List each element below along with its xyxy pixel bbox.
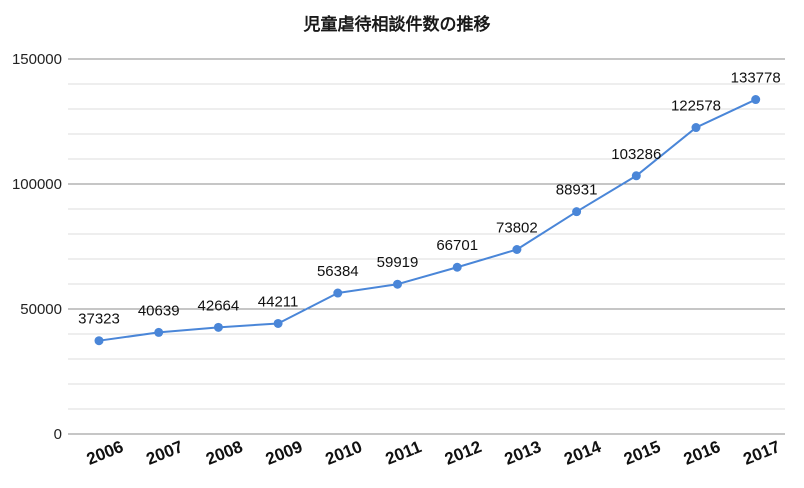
y-tick-label: 50000 <box>20 301 62 318</box>
grid-lines <box>68 58 785 435</box>
data-point <box>572 207 582 217</box>
data-point <box>273 318 283 328</box>
x-tick-label: 2008 <box>203 437 245 469</box>
data-label: 37323 <box>78 311 120 328</box>
x-tick-label: 2010 <box>323 437 365 469</box>
data-point <box>94 336 104 346</box>
x-tick-label: 2013 <box>502 437 544 469</box>
data-point <box>452 262 462 272</box>
data-label: 44211 <box>258 293 299 310</box>
data-point <box>393 279 402 289</box>
x-tick-label: 2015 <box>621 437 663 469</box>
x-tick-label: 2017 <box>741 437 783 469</box>
data-point <box>154 327 164 337</box>
x-tick-label: 2011 <box>383 437 424 468</box>
data-point <box>691 123 701 133</box>
data-label: 42664 <box>198 297 240 314</box>
data-label: 133778 <box>731 70 781 87</box>
series-line <box>98 98 757 342</box>
data-label: 40639 <box>138 302 180 319</box>
data-label: 73802 <box>496 219 538 236</box>
data-label: 66701 <box>436 237 478 254</box>
y-tick-label: 100000 <box>12 176 62 193</box>
y-tick-label: 0 <box>54 426 62 443</box>
x-tick-label: 2012 <box>442 437 484 469</box>
x-tick-label: 2014 <box>561 437 604 469</box>
data-label: 59919 <box>377 254 419 271</box>
x-tick-label: 2007 <box>144 437 186 469</box>
data-point <box>333 288 343 298</box>
chart-title: 児童虐待相談件数の推移 <box>303 14 491 35</box>
x-tick-label: 2009 <box>263 437 305 469</box>
data-labels: 37323 40639 42664 44211 56384 59919 66701 73802… <box>78 70 781 328</box>
data-label: 103286 <box>611 146 661 163</box>
data-label: 122578 <box>671 98 721 115</box>
data-label: 88931 <box>556 182 598 199</box>
data-label: 56384 <box>317 263 359 280</box>
x-tick-label: 2006 <box>84 437 126 469</box>
data-point <box>213 322 223 332</box>
data-point <box>751 95 761 105</box>
data-point <box>631 171 641 181</box>
data-point <box>512 244 522 254</box>
y-tick-label: 150000 <box>12 51 62 68</box>
series-layer <box>94 95 761 346</box>
x-tick-label: 2016 <box>681 437 723 469</box>
